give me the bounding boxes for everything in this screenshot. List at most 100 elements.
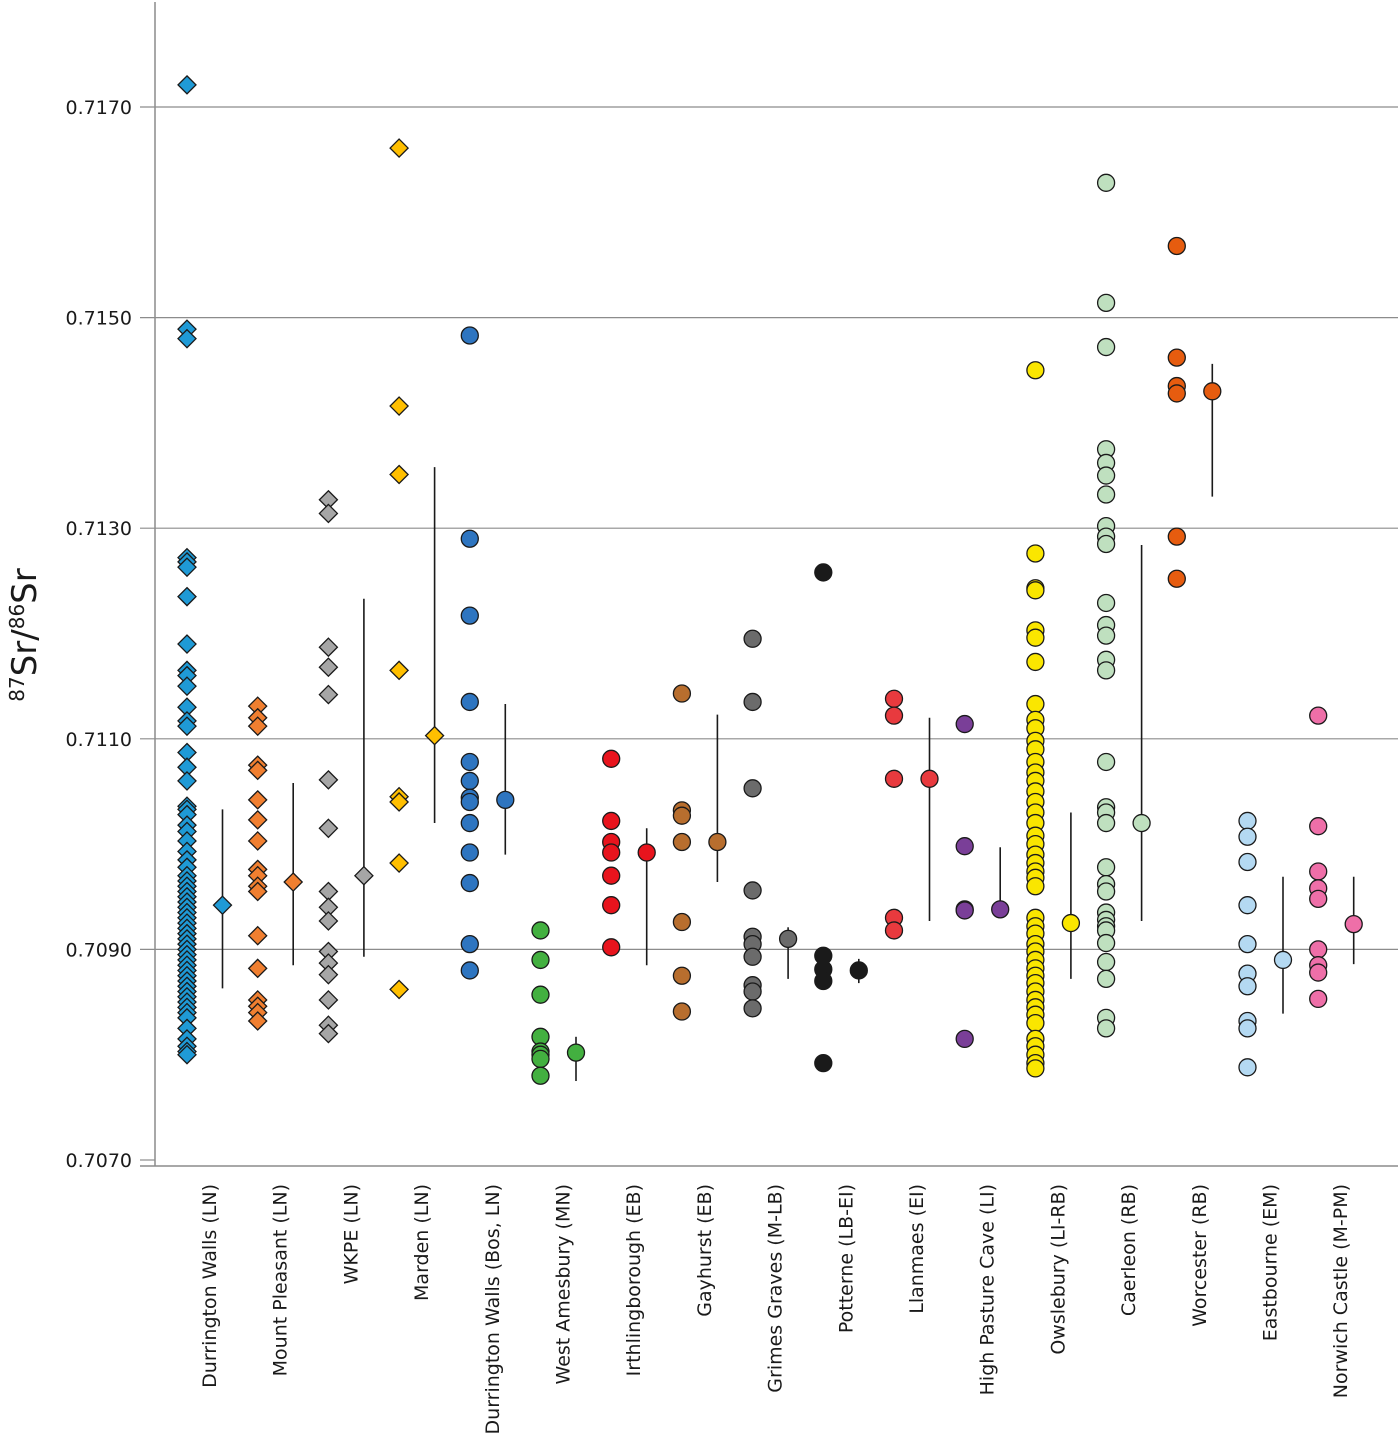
data-point <box>1026 628 1045 647</box>
data-point <box>672 966 692 985</box>
data-point <box>1309 889 1328 909</box>
mean-marker <box>1273 950 1293 970</box>
data-point <box>177 676 197 697</box>
data-point <box>247 831 268 851</box>
data-point <box>460 873 479 893</box>
mean-marker <box>566 1043 586 1062</box>
data-point <box>1096 952 1116 972</box>
data-point <box>1026 544 1045 563</box>
data-point <box>1238 827 1257 846</box>
data-point <box>743 779 762 798</box>
data-point <box>318 990 339 1010</box>
y-label-base1: Sr <box>5 641 45 677</box>
data-point <box>177 634 197 654</box>
data-point <box>884 689 904 708</box>
data-point <box>389 792 410 812</box>
data-point <box>531 1049 550 1069</box>
data-point <box>602 843 621 862</box>
data-point <box>460 934 479 954</box>
mean-marker <box>920 769 939 788</box>
y-tick-label: 0.7070 <box>66 1150 132 1172</box>
data-point <box>672 1002 692 1021</box>
x-category-label: Potterne (LB-EI) <box>835 1184 857 1333</box>
y-label-sup1: 87 <box>5 676 29 701</box>
data-point <box>884 921 904 940</box>
data-point <box>1096 858 1116 877</box>
x-category-label: West Amesbury (MN) <box>553 1184 575 1384</box>
x-category-label: Durrington Walls (Bos, LN) <box>482 1184 504 1434</box>
data-point <box>1238 852 1257 872</box>
data-point <box>1096 534 1116 554</box>
x-category-label: Durrington Walls (LN) <box>199 1184 221 1388</box>
data-point <box>1238 1058 1257 1077</box>
data-point <box>1096 337 1116 357</box>
data-point <box>1238 977 1257 996</box>
data-point <box>1096 933 1116 953</box>
data-point <box>460 961 479 980</box>
data-point <box>1096 293 1116 313</box>
data-point <box>318 1023 339 1044</box>
y-label-base2: Sr <box>5 568 45 604</box>
data-point <box>318 911 339 931</box>
data-point <box>814 971 833 991</box>
data-point <box>460 813 479 833</box>
data-point <box>460 843 479 862</box>
data-point <box>247 716 268 737</box>
y-tick-label: 0.7150 <box>66 308 132 330</box>
data-point <box>247 760 268 781</box>
data-point <box>1096 882 1116 901</box>
data-point <box>177 557 197 578</box>
data-point <box>1026 1013 1045 1033</box>
data-point <box>1096 626 1116 645</box>
data-point <box>1096 485 1116 504</box>
data-point <box>1238 896 1257 915</box>
data-point <box>1238 934 1257 954</box>
y-tick-labels: 0.7070 0.7090 0.7110 0.7130 0.7150 0.7170 <box>66 97 132 1172</box>
mean-markers <box>212 382 1363 1062</box>
data-point <box>1096 813 1116 833</box>
data-point <box>672 806 692 825</box>
data-point <box>1026 694 1045 714</box>
mean-marker <box>708 832 727 852</box>
mean-marker <box>212 895 233 916</box>
y-tick-label: 0.7090 <box>66 939 132 961</box>
mean-marker <box>849 961 868 980</box>
x-category-label: Owslebury (LI-RB) <box>1047 1184 1069 1355</box>
data-point <box>177 586 197 607</box>
mean-marker <box>637 843 656 862</box>
data-point <box>318 503 339 524</box>
data-point <box>389 660 410 681</box>
data-point <box>177 1044 197 1065</box>
data-point <box>531 985 550 1004</box>
x-category-label: Grimes Graves (M-LB) <box>765 1184 787 1393</box>
data-point <box>247 809 268 830</box>
data-point <box>460 752 479 772</box>
data-point <box>389 464 410 485</box>
mean-marker <box>778 929 798 949</box>
data-point <box>460 692 479 712</box>
data-point <box>1238 811 1257 831</box>
data-point <box>1167 236 1186 256</box>
data-point <box>602 811 621 831</box>
x-category-label: Norwich Castle (M-PM) <box>1330 1184 1352 1398</box>
data-point <box>1167 384 1186 403</box>
data-point <box>1309 817 1328 836</box>
data-point <box>247 881 268 902</box>
x-category-label: WKPE (LN) <box>340 1184 362 1284</box>
data-point <box>531 921 550 940</box>
mean-marker <box>1132 813 1151 833</box>
mean-marker <box>991 900 1010 919</box>
data-point <box>247 789 268 810</box>
data-point <box>955 714 974 734</box>
data-point <box>318 964 339 985</box>
data-point <box>1096 173 1116 192</box>
data-point <box>1167 527 1186 546</box>
data-point <box>247 958 268 979</box>
data-point <box>247 1011 268 1031</box>
data-point <box>177 771 197 791</box>
mean-marker <box>424 725 445 746</box>
x-category-labels: Durrington Walls (LN) Mount Pleasant (LN)… <box>199 1184 1352 1434</box>
data-point <box>318 657 339 678</box>
x-category-label: Gayhurst (EB) <box>694 1184 716 1317</box>
data-point <box>318 769 339 790</box>
